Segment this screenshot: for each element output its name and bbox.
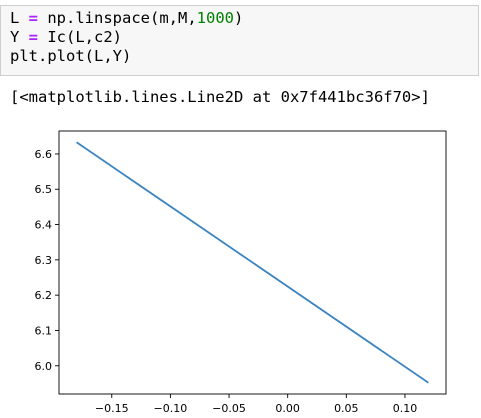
x-tick-label: 0.00 [275, 402, 300, 415]
y-tick-label: 6.2 [35, 289, 53, 302]
cell-output-text: [<matplotlib.lines.Line2D at 0x7f441bc36… [10, 88, 430, 106]
y-tick-label: 6.5 [35, 183, 53, 196]
y-tick-label: 6.1 [35, 324, 53, 337]
x-tick-label: −0.15 [95, 402, 129, 415]
y-tick-label: 6.0 [35, 360, 53, 373]
code-token: L [10, 9, 29, 27]
code-editor[interactable]: L = np.linspace(m,M,1000) Y = Ic(L,c2) p… [10, 9, 243, 66]
series-line [76, 141, 429, 384]
code-token: Ic(L,c2) [38, 28, 123, 46]
code-operator: = [28, 9, 39, 27]
code-token: Y [10, 28, 29, 46]
x-tick-label: 0.10 [393, 402, 418, 415]
code-line-2: Y = Ic(L,c2) [10, 28, 122, 46]
code-number: 1000 [196, 9, 234, 27]
y-tick-label: 6.6 [35, 148, 53, 161]
x-tick-label: −0.05 [212, 402, 246, 415]
x-tick-label: −0.10 [154, 402, 188, 415]
plot-frame [58, 130, 447, 395]
y-axis: 6.0 6.1 6.2 6.3 6.4 6.5 6.6 [35, 148, 59, 373]
code-token: np.linspace(m,M, [38, 9, 197, 27]
series-group [76, 141, 429, 384]
x-axis: −0.15 −0.10 −0.05 0.00 0.05 0.10 [95, 394, 417, 415]
x-tick-label: 0.05 [334, 402, 359, 415]
code-cell[interactable]: L = np.linspace(m,M,1000) Y = Ic(L,c2) p… [0, 5, 479, 76]
code-token: ) [233, 9, 244, 27]
y-tick-label: 6.4 [35, 219, 53, 232]
y-tick-label: 6.3 [35, 254, 53, 267]
code-line-1: L = np.linspace(m,M,1000) [10, 9, 243, 27]
code-operator: = [28, 28, 39, 46]
code-line-3: plt.plot(L,Y) [10, 47, 132, 65]
line-chart: 6.0 6.1 6.2 6.3 6.4 6.5 6.6 −0.15 −0.10 −0.05 0.0… [35, 130, 447, 415]
